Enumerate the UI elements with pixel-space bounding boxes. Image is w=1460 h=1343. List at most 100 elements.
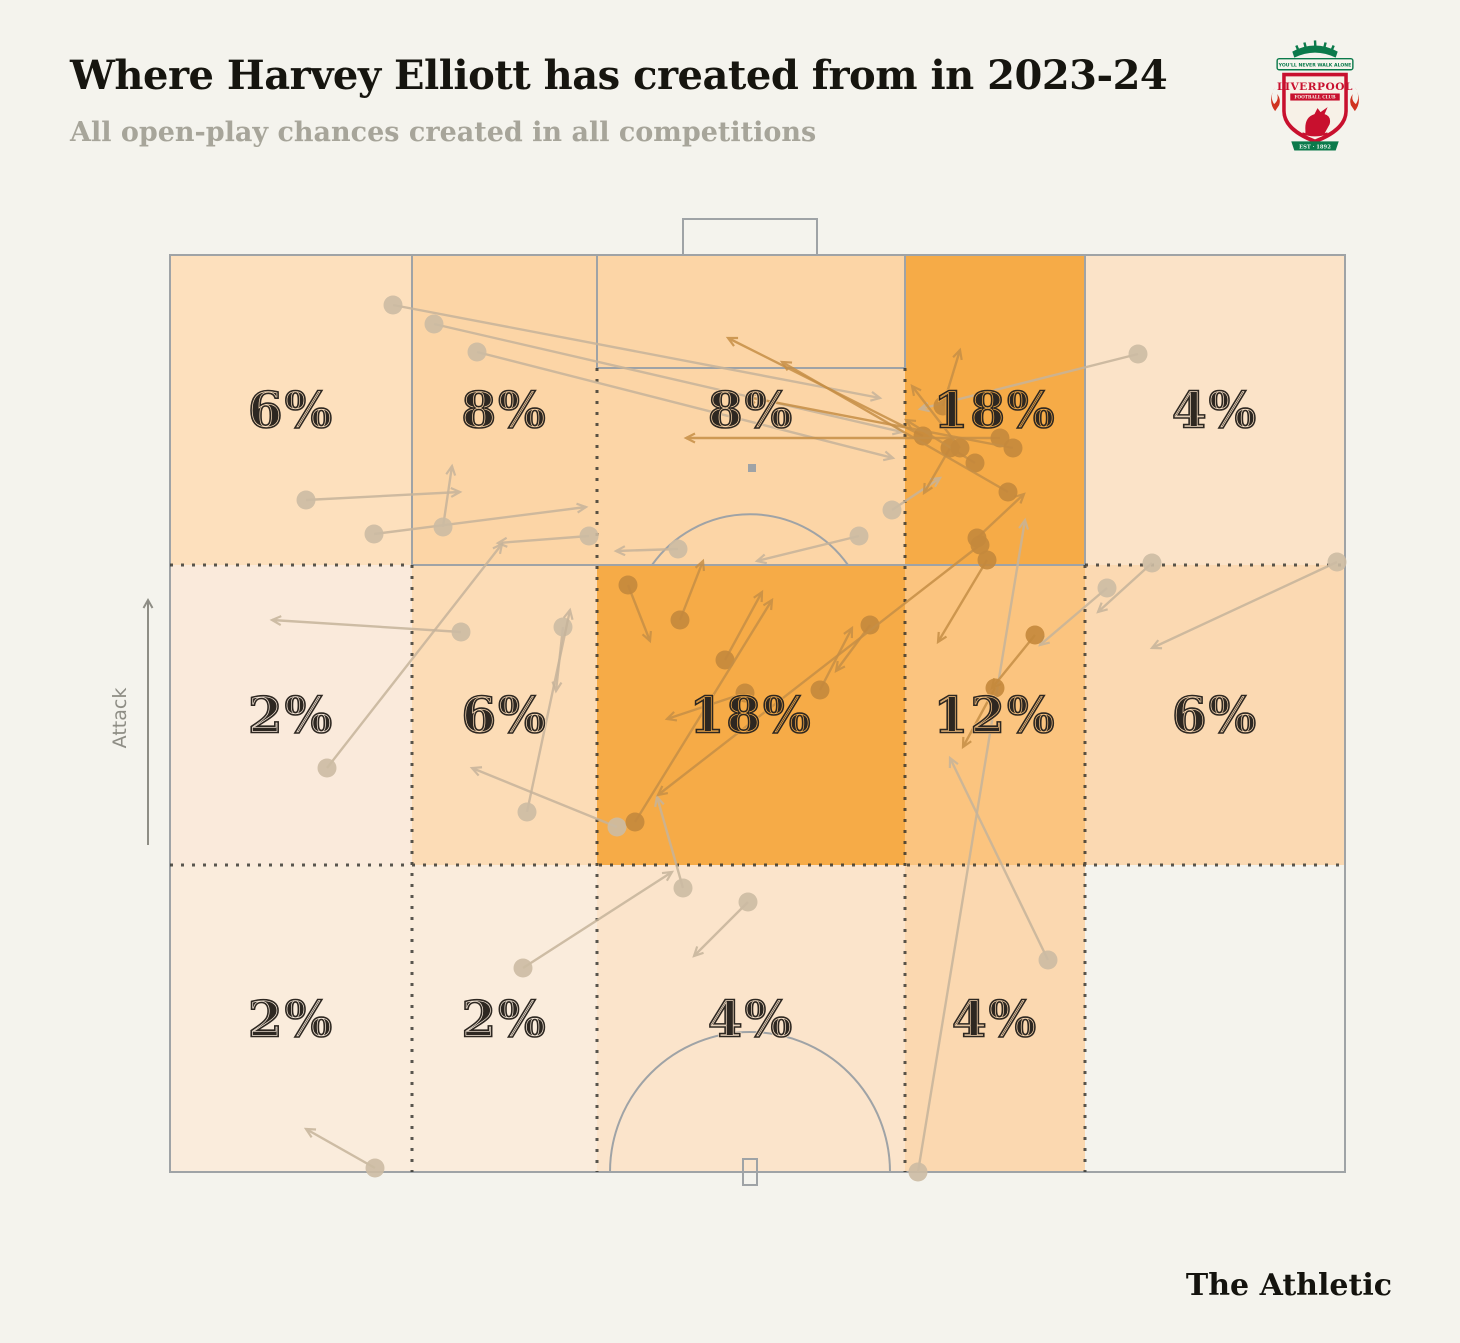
heat-zone xyxy=(905,565,1085,865)
pass-origin-dot xyxy=(517,802,537,822)
pass-origin-dot xyxy=(607,817,627,837)
pass-arrow xyxy=(654,794,685,889)
pass-origin-dot xyxy=(467,342,487,362)
pass-arrow xyxy=(723,589,764,661)
pass-arrow xyxy=(941,347,963,407)
pass-origin-dot xyxy=(990,428,1010,448)
goal-frame xyxy=(682,218,818,256)
pass-origin-dot xyxy=(668,539,688,559)
pass-origin-dot xyxy=(451,622,471,642)
pass-origin-dot xyxy=(715,650,735,670)
pass-origin-dot xyxy=(618,575,638,595)
pass-origin-dot xyxy=(1003,438,1023,458)
pass-origin-dot xyxy=(673,878,693,898)
six-yard-box xyxy=(596,254,906,369)
centre-spot xyxy=(742,1158,758,1186)
attack-direction: Attack xyxy=(109,597,154,845)
pass-origin-dot xyxy=(860,615,880,635)
pass-origin-dot xyxy=(985,678,1005,698)
pass-origin-dot xyxy=(738,892,758,912)
heat-zone xyxy=(412,255,597,565)
svg-text:LIVERPOOL: LIVERPOOL xyxy=(1277,81,1353,93)
svg-text:EST · 1892: EST · 1892 xyxy=(1299,144,1331,150)
pass-arrow xyxy=(633,597,774,823)
pass-origin-dot xyxy=(1038,950,1058,970)
pass-origin-dot xyxy=(1327,552,1347,572)
pass-origin-dot xyxy=(998,482,1018,502)
pass-arrow xyxy=(1038,587,1108,647)
heat-zone xyxy=(597,255,905,565)
pass-origin-dot xyxy=(933,396,953,416)
pass-arrow xyxy=(917,352,1139,413)
pass-origin-dot xyxy=(424,314,444,334)
pass-arrow xyxy=(495,534,590,548)
pass-origin-dot xyxy=(1128,344,1148,364)
pass-arrow xyxy=(525,607,574,813)
pass-arrow xyxy=(678,558,706,621)
page-title: Where Harvey Elliott has created from in… xyxy=(70,52,1168,99)
pass-arrow xyxy=(626,584,652,644)
heat-zone xyxy=(412,865,597,1172)
pass-arrow xyxy=(936,559,989,645)
heat-zone xyxy=(905,865,1085,1172)
pass-arrow xyxy=(779,360,1009,494)
pass-origin-dot xyxy=(735,683,755,703)
pass-origin-dot xyxy=(970,535,990,555)
pass-origin-dot xyxy=(625,812,645,832)
pass-arrow xyxy=(834,624,871,673)
heat-zones xyxy=(170,255,1345,1172)
pass-arrow xyxy=(303,1127,376,1170)
pass-origin-dot xyxy=(1025,625,1045,645)
pass-arrow xyxy=(326,542,504,769)
pass-origin-dot xyxy=(908,1162,928,1182)
pass-arrow xyxy=(469,766,618,829)
svg-text:YOU'LL NEVER WALK ALONE: YOU'LL NEVER WALK ALONE xyxy=(1278,63,1352,69)
pass-arrow xyxy=(916,517,1030,1173)
pass-origin-dot xyxy=(365,1158,385,1178)
pass-origin-dot xyxy=(670,610,690,630)
pass-arrow xyxy=(476,350,896,462)
pass-origin-dot xyxy=(317,758,337,778)
pass-arrow xyxy=(961,687,997,750)
pass-origin-dot xyxy=(364,524,384,544)
liverpool-crest-icon: YOU'LL NEVER WALK ALONE LIVERPOOL FOOTBA… xyxy=(1271,40,1359,151)
credit: The Athletic xyxy=(1185,1268,1392,1303)
pass-arrow xyxy=(522,870,675,970)
pass-arrow xyxy=(948,755,1050,961)
pass-origin-dot xyxy=(433,517,453,537)
pass-origin-dot xyxy=(383,295,403,315)
pass-arrow xyxy=(373,502,589,536)
pass-arrow xyxy=(269,615,462,634)
pass-origin-dot xyxy=(1097,578,1117,598)
pass-origin-dot xyxy=(977,550,997,570)
pass-arrow xyxy=(1096,562,1153,614)
pass-arrow xyxy=(692,901,749,958)
pass-origin-dot xyxy=(849,526,869,546)
pass-arrow xyxy=(613,545,679,557)
heat-zone xyxy=(170,255,412,565)
chance-arrows xyxy=(269,295,1347,1182)
heat-zone xyxy=(1085,565,1345,865)
pass-arrow xyxy=(305,486,463,502)
heat-zone xyxy=(597,865,905,1172)
pass-arrow xyxy=(1149,560,1338,650)
penalty-spot xyxy=(748,464,756,472)
pass-arrow xyxy=(744,393,1014,450)
page-subtitle: All open-play chances created in all com… xyxy=(70,117,817,148)
heat-zone xyxy=(170,865,412,1172)
heat-zone xyxy=(597,565,905,865)
attack-label: Attack xyxy=(109,688,131,749)
pass-arrow xyxy=(910,384,961,449)
pass-origin-dot xyxy=(950,438,970,458)
pass-arrow xyxy=(656,544,981,797)
svg-text:FOOTBALL CLUB: FOOTBALL CLUB xyxy=(1294,95,1336,100)
pass-origin-dot xyxy=(553,617,573,637)
centre-circle-arc xyxy=(609,1031,891,1173)
pass-arrow xyxy=(433,322,905,436)
pass-origin-dot xyxy=(1142,553,1162,573)
pass-arrow xyxy=(976,492,1026,539)
pass-arrow xyxy=(441,463,457,528)
pass-origin-dot xyxy=(965,453,985,473)
